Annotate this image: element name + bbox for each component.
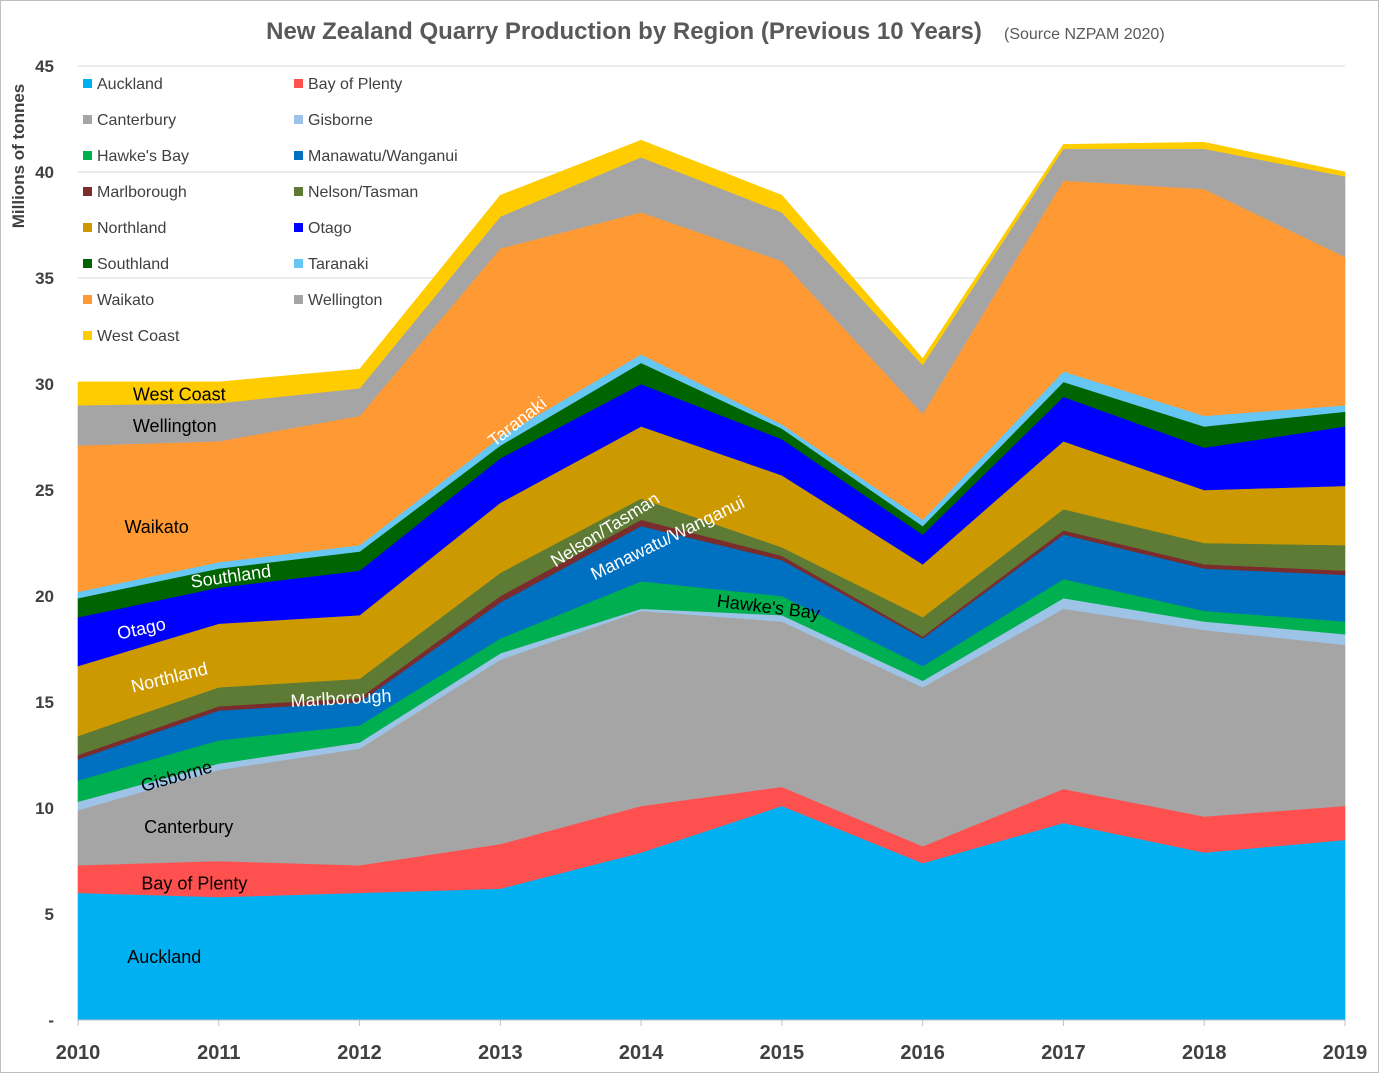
x-tick-label: 2015: [760, 1042, 805, 1064]
x-tick-label: 2010: [56, 1042, 101, 1064]
x-tick-label: 2019: [1323, 1042, 1368, 1064]
legend-swatch-canterbury: [83, 115, 92, 124]
y-tick-label: 5: [45, 905, 54, 924]
x-tick-label: 2013: [478, 1042, 523, 1064]
area-label-auckland: Auckland: [127, 947, 201, 967]
legend-label-auckland: Auckland: [97, 76, 163, 93]
legend-label-gisborne: Gisborne: [308, 112, 373, 129]
y-tick-label: -: [48, 1011, 54, 1030]
legend-label-northland: Northland: [97, 220, 166, 237]
legend-label-bay-of-plenty: Bay of Plenty: [308, 76, 402, 93]
legend-label-marlborough: Marlborough: [97, 184, 187, 201]
legend-swatch-gisborne: [294, 115, 303, 124]
area-label-west-coast: West Coast: [133, 384, 226, 404]
area-label-bay-of-plenty: Bay of Plenty: [141, 874, 247, 894]
legend-label-southland: Southland: [97, 256, 169, 273]
y-tick-label: 15: [35, 693, 54, 712]
y-tick-label: 10: [35, 799, 54, 818]
legend-swatch-nelson-tasman: [294, 187, 303, 196]
legend-label-manawatu-wanganui: Manawatu/Wanganui: [308, 148, 458, 165]
legend-swatch-taranaki: [294, 259, 303, 268]
legend-label-waikato: Waikato: [97, 292, 154, 309]
x-tick-label: 2018: [1182, 1042, 1227, 1064]
legend-swatch-hawke-s-bay: [83, 151, 92, 160]
legend-swatch-southland: [83, 259, 92, 268]
stacked-areas: [77, 139, 1346, 1021]
axes: 2010 2011 2012 2013 2014 2015 2016 2017 2018 2019…: [35, 57, 1367, 1064]
legend-label-taranaki: Taranaki: [308, 256, 368, 273]
y-tick-label: 20: [35, 587, 54, 606]
legend-label-west-coast: West Coast: [97, 328, 180, 345]
y-tick-label: 45: [35, 57, 54, 76]
x-tick-label: 2012: [337, 1042, 382, 1064]
y-axis-title: Millions of tonnes: [9, 84, 28, 229]
legend-swatch-manawatu-wanganui: [294, 151, 303, 160]
legend-label-hawke-s-bay: Hawke's Bay: [97, 148, 189, 165]
area-label-waikato: Waikato: [124, 517, 188, 537]
x-tick-label: 2014: [619, 1042, 664, 1064]
y-tick-label: 30: [35, 375, 54, 394]
legend-swatch-northland: [83, 223, 92, 232]
chart-title: New Zealand Quarry Production by Region …: [266, 18, 982, 45]
y-tick-label: 35: [35, 269, 54, 288]
area-label-wellington: Wellington: [133, 416, 217, 436]
legend-swatch-auckland: [83, 79, 92, 88]
x-tick-label: 2017: [1041, 1042, 1086, 1064]
legend: Auckland Bay of Plenty Canterbury Gisborne H…: [83, 76, 458, 345]
legend-swatch-otago: [294, 223, 303, 232]
legend-swatch-bay-of-plenty: [294, 79, 303, 88]
legend-label-canterbury: Canterbury: [97, 112, 176, 129]
legend-swatch-wellington: [294, 295, 303, 304]
chart-subtitle: (Source NZPAM 2020): [1004, 26, 1165, 43]
legend-swatch-west-coast: [83, 331, 92, 340]
legend-label-otago: Otago: [308, 220, 352, 237]
x-tick-label: 2011: [197, 1042, 240, 1064]
area-west-coast: [77, 139, 1346, 406]
y-tick-label: 40: [35, 163, 54, 182]
legend-label-wellington: Wellington: [308, 292, 382, 309]
legend-swatch-waikato: [83, 295, 92, 304]
y-tick-label: 25: [35, 481, 54, 500]
legend-label-nelson-tasman: Nelson/Tasman: [308, 184, 418, 201]
legend-swatch-marlborough: [83, 187, 92, 196]
x-tick-label: 2016: [900, 1042, 945, 1064]
area-label-canterbury: Canterbury: [144, 817, 233, 837]
